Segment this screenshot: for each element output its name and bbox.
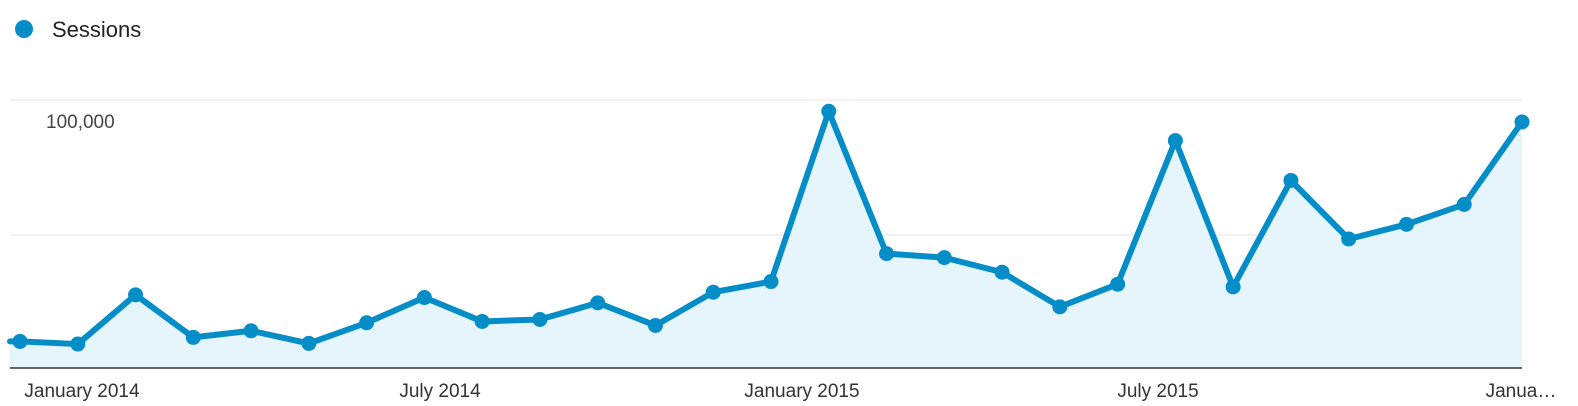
data-point[interactable]: 2015-01: 57000 <box>705 284 721 300</box>
legend: Sessions <box>15 17 141 42</box>
data-point[interactable]: 2015-11: 141000 <box>1283 172 1299 188</box>
data-point[interactable]: 2015-12: 97000 <box>1341 231 1357 247</box>
x-tick-label: Janua… <box>1486 381 1557 402</box>
area-fill-layer <box>10 111 1522 368</box>
data-point[interactable]: 2015-08: 63000 <box>1110 276 1126 292</box>
data-point[interactable]: 2014-02: 18000 <box>70 336 86 352</box>
x-tick-label: January 2015 <box>744 381 859 402</box>
data-point[interactable]: 2014-04: 23000 <box>185 329 201 345</box>
data-point[interactable]: 2016-01: 108000 <box>1398 216 1414 232</box>
data-point[interactable]: 2015-03: 193000 <box>821 103 837 119</box>
data-point[interactable]: 2015-05: 83000 <box>936 250 952 266</box>
data-point[interactable]: 2014-06: 18500 <box>301 335 317 351</box>
data-point[interactable]: 2015-10: 61000 <box>1225 279 1241 295</box>
x-tick-label: July 2014 <box>399 381 481 402</box>
data-point[interactable]: 2015-09: 171000 <box>1167 133 1183 149</box>
data-point[interactable]: 2015-07: 46000 <box>1052 299 1068 315</box>
x-tick-label: January 2014 <box>24 381 140 402</box>
data-point[interactable]: 2015-02: 65000 <box>763 274 779 290</box>
data-point[interactable]: 2014-10: 36500 <box>532 311 548 327</box>
data-points: 2014-01: 20000 2014-02: 18000 2014-03: 550… <box>12 103 1530 352</box>
series-area <box>10 111 1522 368</box>
data-point[interactable]: 2014-05: 28000 <box>243 323 259 339</box>
legend-marker <box>15 20 33 38</box>
data-point[interactable]: 2014-08: 53000 <box>416 290 432 306</box>
data-point[interactable]: 2014-01: 20000 <box>12 333 28 349</box>
data-point[interactable]: 2014-11: 49000 <box>590 295 606 311</box>
data-point[interactable]: 2014-07: 34000 <box>359 315 375 331</box>
data-point[interactable]: 2016-01: 123000 <box>1456 196 1472 212</box>
x-tick-label: July 2015 <box>1117 381 1198 402</box>
data-point[interactable]: 2015-04: 86000 <box>879 246 895 262</box>
data-point[interactable]: 2014-03: 55000 <box>128 287 144 303</box>
y-tick-label: 100,000 <box>46 112 115 133</box>
data-point[interactable]: 2014-12: 32000 <box>647 317 663 333</box>
data-point[interactable]: undefined: 185000 <box>1514 114 1530 130</box>
series-line-sessions <box>7 108 1525 348</box>
data-point[interactable]: 2015-06: 72000 <box>994 264 1010 280</box>
y-axis: 100,000 <box>46 112 115 133</box>
x-axis: January 2014 July 2014 January 2015 July 20… <box>10 367 1557 402</box>
legend-label-sessions: Sessions <box>52 17 141 42</box>
series-line-layer <box>7 108 1525 348</box>
data-point[interactable]: 2014-09: 35000 <box>474 313 490 329</box>
